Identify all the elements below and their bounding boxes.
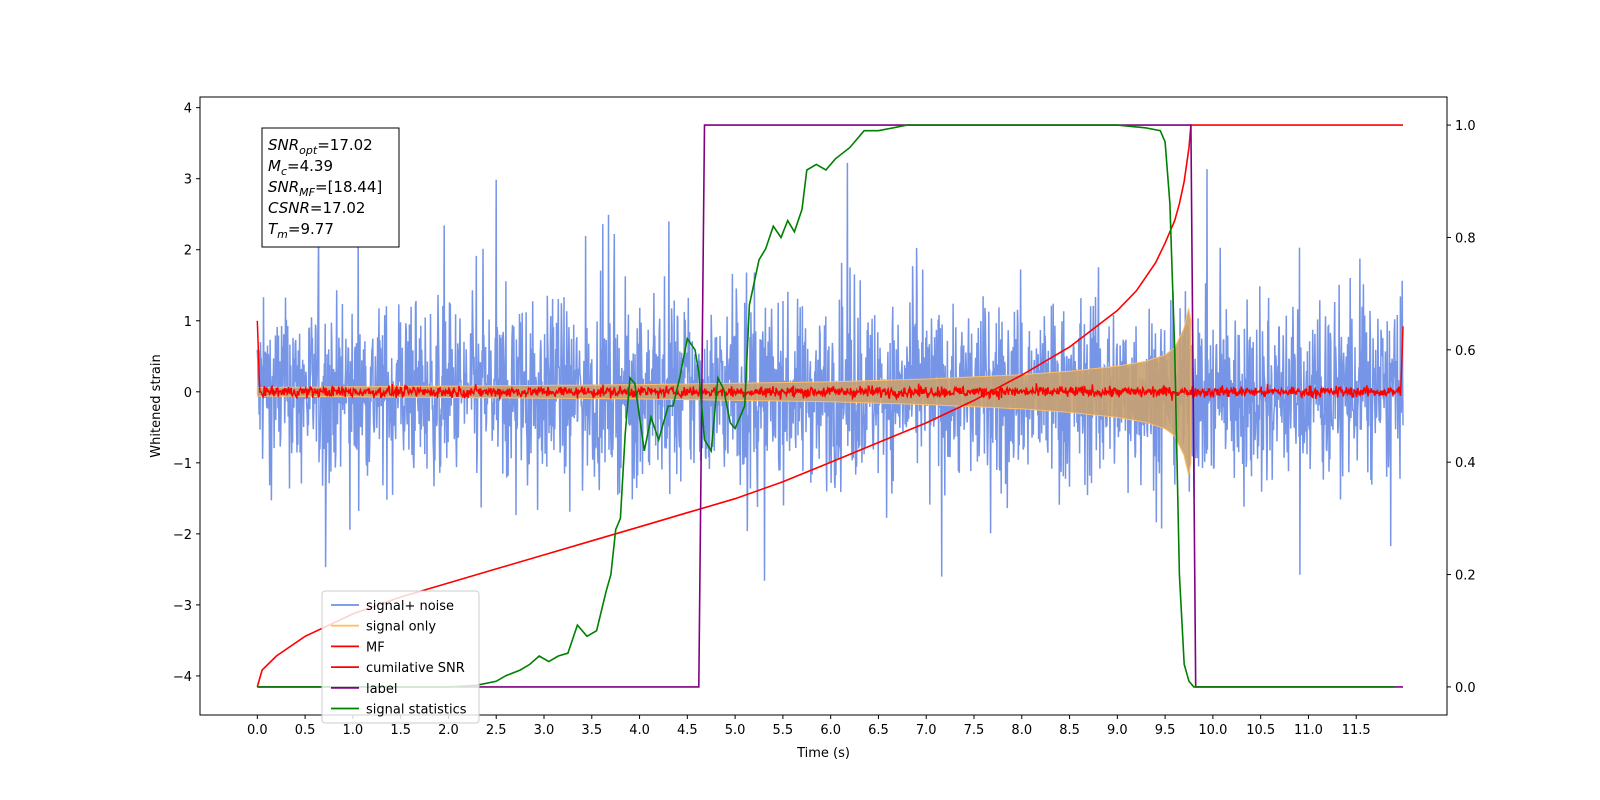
y-axis-left-label: Whitened strain: [149, 354, 164, 457]
legend-frame: [321, 590, 480, 724]
y-right-tick-label: 0.6: [1455, 344, 1476, 359]
y-left-tick-label: −3: [173, 599, 192, 614]
legend: signal+ noise signal only MF cumilative SNR…: [321, 590, 480, 724]
y-left-tick-label: 2: [184, 244, 192, 259]
x-tick-label: 10.0: [1198, 723, 1227, 738]
x-tick-label: 5.5: [773, 723, 794, 738]
x-tick-label: 7.5: [964, 723, 985, 738]
x-tick-label: 9.0: [1107, 723, 1128, 738]
x-axis-label: Time (s): [796, 746, 850, 761]
x-tick-label: 10.5: [1246, 723, 1275, 738]
y-right-tick-label: 1.0: [1455, 119, 1476, 134]
legend-label: MF: [366, 640, 385, 655]
x-tick-label: 2.5: [486, 723, 507, 738]
x-tick-label: 3.5: [581, 723, 602, 738]
x-tick-label: 8.5: [1059, 723, 1080, 738]
stats-snr_opt: SNRopt=17.02: [268, 136, 373, 157]
x-tick-label: 1.0: [343, 723, 364, 738]
y-left-tick-label: −1: [173, 457, 192, 472]
x-tick-label: 6.0: [820, 723, 841, 738]
stats-box-frame: [261, 127, 400, 248]
x-tick-label: 3.0: [534, 723, 555, 738]
x-tick-label: 0.5: [295, 723, 316, 738]
axes: 0.0 0.5 1.0 1.5 2.0 2.5 3.0 3.5 4.0 4.5 5.0 5.5 6.0 6…: [173, 96, 1476, 738]
x-tick-label: 11.5: [1342, 723, 1371, 738]
y-right-tick-label: 0.8: [1455, 231, 1476, 246]
plot-area: [256, 124, 1404, 688]
x-tick-label: 4.0: [629, 723, 650, 738]
legend-label: cumilative SNR: [366, 661, 465, 676]
stats-mc: Mc=4.39: [268, 157, 333, 178]
x-tick-label: 4.5: [677, 723, 698, 738]
legend-label: signal only: [366, 620, 436, 635]
y-left-tick-label: −2: [173, 528, 192, 543]
y-left-tick-label: 3: [184, 173, 192, 188]
legend-label: signal statistics: [366, 703, 467, 718]
plot-frame: [199, 96, 1448, 716]
stats-annotation-box: SNRopt=17.02Mc=4.39SNRMF=[18.44]CSNR=17.…: [261, 127, 400, 248]
y-right-tick-label: 0.4: [1455, 456, 1476, 471]
y-left-tick-label: 4: [184, 102, 192, 117]
y-right-tick-label: 0.2: [1455, 569, 1476, 584]
y-left-tick-label: 1: [184, 315, 192, 330]
y-right-tick-label: 0.0: [1455, 681, 1476, 696]
stats-tm: Tm=9.77: [268, 220, 334, 241]
legend-label: signal+ noise: [366, 599, 454, 614]
legend-label: label: [366, 682, 397, 697]
stats-snr_mf: SNRMF=[18.44]: [268, 178, 382, 199]
x-tick-label: 0.0: [247, 723, 268, 738]
series-mf: [256, 320, 1404, 401]
x-tick-label: 5.0: [725, 723, 746, 738]
x-tick-label: 11.0: [1294, 723, 1323, 738]
x-tick-label: 2.0: [438, 723, 459, 738]
stats-csnr: CSNR=17.02: [268, 199, 365, 217]
series-signal-statistics: [257, 124, 1395, 688]
x-tick-label: 6.5: [868, 723, 889, 738]
x-tick-label: 7.0: [916, 723, 937, 738]
x-tick-label: 9.5: [1155, 723, 1176, 738]
y-left-tick-label: −4: [173, 670, 192, 685]
y-left-tick-label: 0: [184, 386, 192, 401]
x-tick-label: 1.5: [390, 723, 411, 738]
x-tick-label: 8.0: [1011, 723, 1032, 738]
series-signal-noise: [256, 162, 1404, 581]
